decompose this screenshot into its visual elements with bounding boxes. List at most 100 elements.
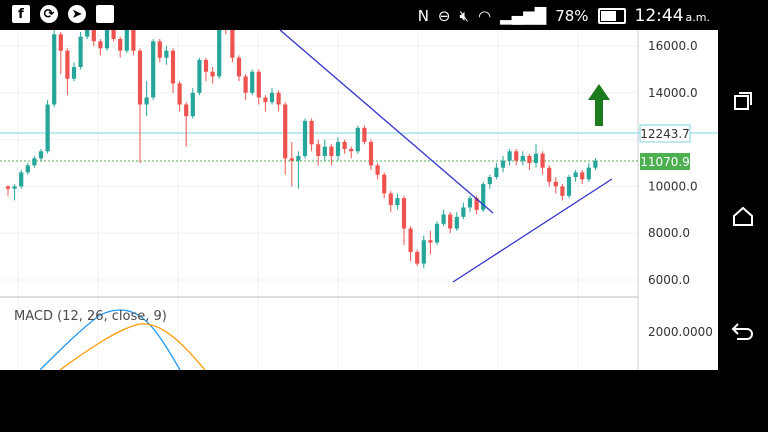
candle-up — [355, 125, 360, 154]
candle-body — [566, 177, 572, 196]
candle-down — [362, 125, 367, 145]
candle-body — [540, 153, 545, 168]
wifi-icon: ◠ — [477, 7, 492, 25]
candle-down — [243, 74, 248, 100]
back-button[interactable] — [730, 318, 756, 344]
candle-body — [335, 141, 341, 156]
candle-down — [276, 90, 281, 112]
candle-up — [164, 46, 169, 65]
candle-up — [520, 151, 525, 166]
candle-body — [230, 30, 235, 58]
candle-body — [236, 57, 242, 77]
candle-down — [415, 249, 420, 266]
candle-down — [540, 151, 545, 175]
candle-up — [250, 69, 255, 96]
candle-body — [256, 71, 261, 98]
candle-body — [164, 50, 169, 58]
candle-body — [124, 30, 129, 51]
candle-up — [78, 31, 83, 70]
candle-up — [197, 57, 202, 96]
macd-indicator-label[interactable]: MACD (12, 26, close, 9) — [14, 309, 167, 324]
candle-down — [177, 81, 182, 112]
candle-body — [467, 198, 473, 208]
candle-down — [210, 67, 215, 84]
candle-down — [514, 148, 519, 166]
candle-body — [382, 174, 387, 194]
candle-down — [309, 118, 314, 152]
back-icon — [731, 323, 753, 340]
candle-body — [243, 76, 248, 93]
mute-icon: 🔇︎ — [459, 7, 469, 25]
candle-body — [322, 146, 327, 156]
signal-line — [59, 323, 206, 370]
candle-body — [448, 214, 453, 229]
candle-body — [553, 181, 558, 187]
candle-down — [170, 48, 176, 93]
down-trend-line[interactable] — [279, 30, 494, 214]
candle-body — [289, 158, 294, 161]
candle-down — [225, 30, 227, 35]
candle-down — [349, 146, 354, 159]
candle-body — [65, 50, 70, 79]
candle-body — [197, 60, 202, 93]
candle-body — [104, 30, 110, 49]
price-axis: 16000.0 14000.0 10000.0 8000.0 6000.0 — [648, 39, 698, 287]
system-icons: N ⊖ 🔇︎ ◠ ▂▄▆█ 78% 12:44 a.m. — [418, 6, 710, 26]
candle-up — [454, 212, 459, 231]
candle-body — [302, 120, 308, 156]
candle-body — [210, 71, 215, 77]
candle-body — [85, 30, 90, 37]
candle-body — [342, 141, 347, 149]
candle-up — [19, 170, 24, 189]
candle-body — [349, 148, 354, 152]
candle-body — [533, 153, 539, 163]
candle-body — [395, 198, 400, 206]
macd-axis-label: 2000.0000 — [648, 325, 713, 339]
home-button[interactable] — [730, 203, 756, 229]
candle-down — [560, 184, 565, 201]
candle-up — [269, 88, 275, 105]
candle-down — [236, 55, 242, 82]
candle-up — [441, 209, 446, 227]
price-axis-tick-label: 8000.0 — [648, 226, 690, 240]
notification-icons: f ⟳ ➤ — [12, 5, 114, 23]
candle-body — [263, 97, 268, 103]
candle-up — [151, 38, 156, 100]
candle-body — [514, 151, 519, 161]
candle-up — [296, 151, 301, 189]
candle-body — [329, 146, 334, 156]
candle-body — [184, 104, 189, 117]
candle-up — [487, 174, 492, 189]
price-axis-tick-label: 10000.0 — [648, 179, 698, 193]
candle-body — [388, 193, 393, 206]
up-trend-line[interactable] — [452, 178, 613, 283]
signal-icon: ▂▄▆█ — [500, 7, 547, 25]
candle-up — [322, 139, 327, 161]
candle-body — [375, 165, 380, 175]
candle-body — [527, 155, 532, 163]
candle-body — [401, 198, 407, 229]
candle-up — [566, 174, 572, 199]
candle-up — [573, 170, 578, 182]
candle-up — [434, 221, 440, 245]
candle-up — [494, 163, 499, 180]
candle-body — [494, 167, 499, 178]
candle-down — [65, 48, 70, 96]
candle-body — [296, 155, 301, 161]
candle-body — [586, 167, 591, 180]
chart-grid — [0, 30, 638, 370]
candle-up — [104, 30, 110, 51]
candlestick-chart[interactable]: 16000.0 14000.0 10000.0 8000.0 6000.0 12243.… — [0, 30, 718, 370]
candle-body — [144, 97, 149, 105]
candle-up — [85, 30, 90, 39]
price-chart[interactable]: 16000.0 14000.0 10000.0 8000.0 6000.0 12243.… — [0, 30, 718, 370]
candle-body — [71, 67, 77, 79]
candle-body — [560, 186, 565, 196]
recent-apps-button[interactable] — [730, 88, 756, 114]
candle-body — [58, 34, 63, 51]
candle-body — [461, 207, 466, 217]
candle-body — [78, 36, 83, 68]
candle-down — [448, 212, 453, 234]
candle-body — [12, 186, 17, 189]
candle-body — [507, 151, 512, 161]
